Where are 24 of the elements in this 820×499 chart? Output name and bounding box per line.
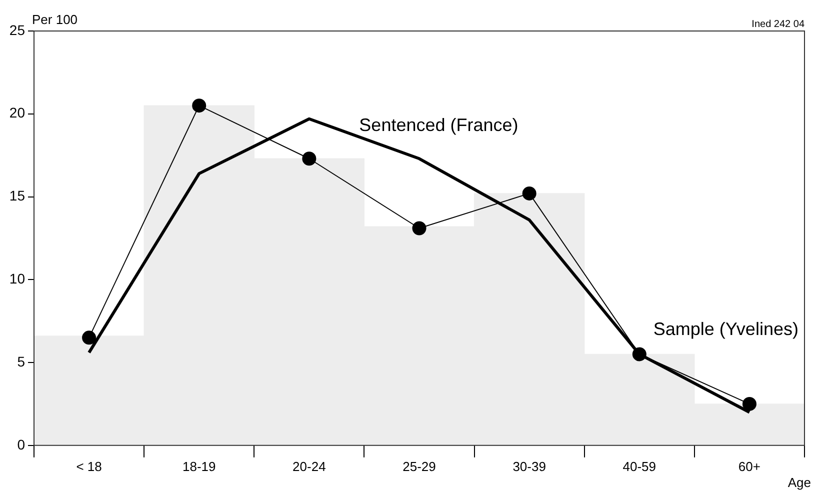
point (192, 98, 206, 113)
x-tick-label: 40-59 (622, 458, 656, 474)
series-label: Sentenced (France) (359, 114, 518, 135)
point (522, 186, 536, 200)
point (742, 396, 756, 411)
x-tick-label: < 18 (76, 458, 102, 474)
y-tick-label: 15 (9, 188, 26, 204)
y-axis-title: Per 100 (32, 12, 78, 28)
y-tick-label: 25 (9, 22, 26, 38)
x-tick-label: 25-29 (402, 458, 436, 474)
point (82, 330, 96, 345)
x-tick-label: 60+ (738, 458, 760, 474)
x-tick-label: 20-24 (292, 458, 326, 474)
x-tick-label: 30-39 (512, 458, 546, 474)
y-tick-label: 10 (9, 270, 26, 286)
y-tick-label: 0 (17, 436, 26, 452)
point (302, 152, 316, 166)
x-tick-label: 18-19 (182, 458, 216, 474)
point (412, 221, 426, 236)
series-label: Sample (Yvelines) (653, 319, 798, 340)
y-tick-label: 5 (17, 353, 26, 370)
y-tick-label: 20 (9, 104, 26, 121)
text: Ined 242 04 (752, 18, 805, 30)
x-axis-title: Age (788, 475, 811, 490)
